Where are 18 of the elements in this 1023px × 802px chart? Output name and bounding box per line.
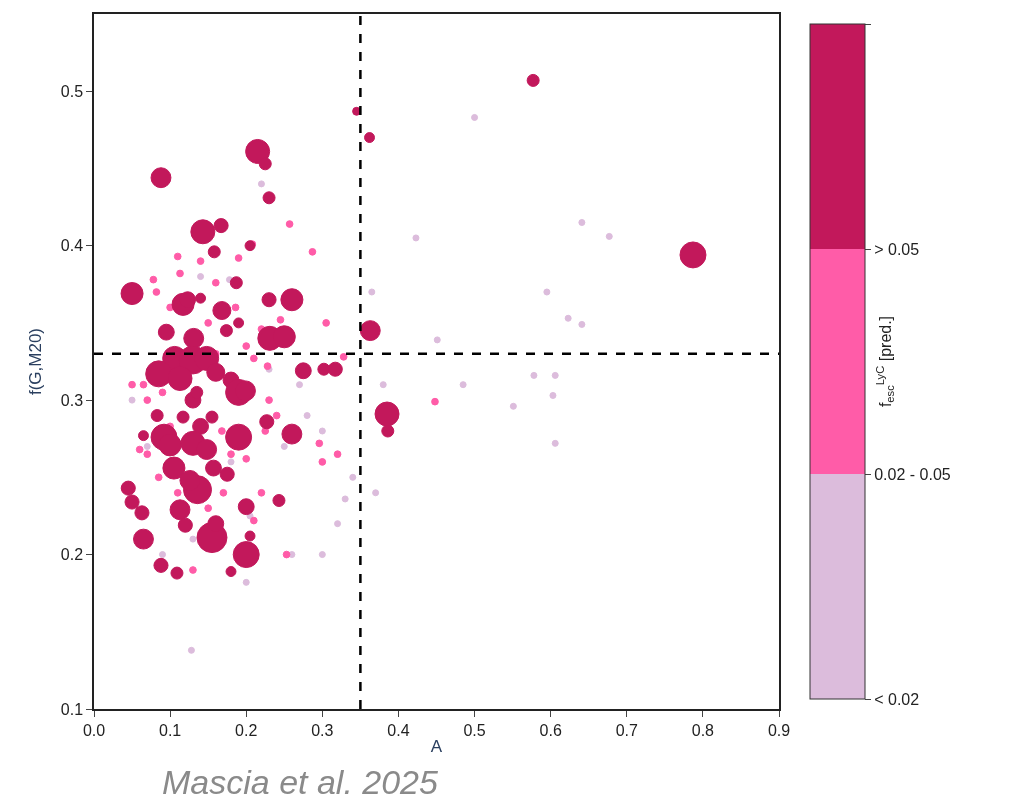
x-tick-label: 0.7 [615,721,638,739]
x-tick-label: 0.6 [539,721,562,739]
y-axis-title: f(G,M20) [25,327,45,396]
y-tick-label: 0.2 [60,546,84,564]
x-tick-label: 0.3 [311,721,334,739]
x-tick-label: 0.4 [387,721,410,739]
text: Mascia et al. 2025 [162,763,439,801]
y-tick-label: 0.3 [60,391,84,409]
x-tick-label: 0.8 [691,721,715,739]
y-tick-label: 0.5 [60,82,84,100]
x-tick-label: 0.0 [82,721,106,739]
x-tick-label: 0.9 [767,721,791,739]
y-tick-label: 0.4 [60,237,84,255]
x-tick-label: 0.2 [235,721,258,739]
x-tick-label: 0.1 [158,721,182,739]
y-tick-label: 0.1 [60,700,84,718]
x-tick-label: 0.5 [463,721,486,739]
x-axis-title: A [430,736,443,756]
